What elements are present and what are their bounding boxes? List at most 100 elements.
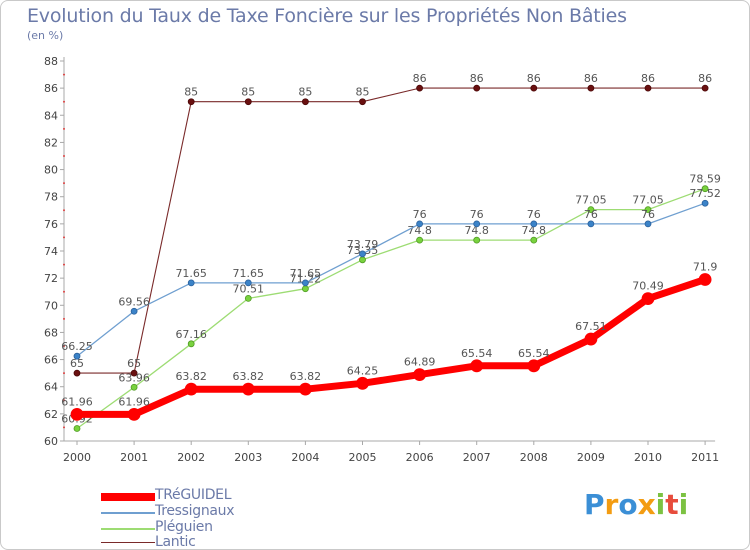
data-label: 63.82 xyxy=(290,370,322,383)
y-minor-tick xyxy=(63,263,65,266)
data-label: 64.89 xyxy=(404,356,436,369)
logo-letter: t xyxy=(665,488,679,521)
data-label: 64.25 xyxy=(347,364,379,377)
x-tick-label: 2002 xyxy=(177,451,205,464)
y-tick-label: 78 xyxy=(44,191,58,204)
data-label: 76 xyxy=(470,208,484,221)
x-tick-label: 2005 xyxy=(349,451,377,464)
x-tick-label: 2009 xyxy=(577,451,605,464)
x-tick-label: 2007 xyxy=(463,451,491,464)
data-point xyxy=(73,369,81,377)
data-label: 86 xyxy=(413,72,427,85)
y-minor-tick xyxy=(63,236,65,239)
series-treguidel: 61.96 61.96 63.82 63.82 63.82 64.25 64.89 65.54… xyxy=(61,261,717,421)
data-label: 63.82 xyxy=(233,370,265,383)
logo-letter: i xyxy=(655,488,666,521)
series-line-lantic xyxy=(76,87,706,374)
data-label: 73.79 xyxy=(347,238,379,251)
data-label: 85 xyxy=(298,86,312,99)
legend-label-tressignaux: Tressignaux xyxy=(155,503,235,519)
data-label: 65.54 xyxy=(461,347,493,360)
data-point xyxy=(301,285,309,293)
x-tick-label: 2001 xyxy=(120,451,148,464)
data-label: 74.8 xyxy=(522,224,547,237)
legend-swatch-tressignaux xyxy=(101,512,155,514)
y-axis-unit-label: (en %) xyxy=(27,29,64,42)
legend-label-pleguien: Pléguien xyxy=(155,519,213,535)
series-line-treguidel xyxy=(73,276,709,418)
logo-letter: x xyxy=(637,488,656,521)
data-label: 76 xyxy=(641,208,655,221)
data-label: 78.59 xyxy=(689,173,721,186)
data-label: 61.96 xyxy=(61,395,93,408)
data-point xyxy=(473,220,481,228)
data-point xyxy=(701,185,709,193)
y-minor-tick xyxy=(63,426,65,429)
data-point xyxy=(530,220,538,228)
data-label: 66.25 xyxy=(61,340,93,353)
data-point xyxy=(413,368,427,382)
data-point xyxy=(127,407,141,421)
data-label: 85 xyxy=(184,86,198,99)
x-tick-label: 2011 xyxy=(691,451,719,464)
y-tick-label: 68 xyxy=(44,326,58,339)
data-point xyxy=(359,250,366,258)
data-label: 65.54 xyxy=(518,347,550,360)
data-point xyxy=(701,84,709,92)
legend-swatch-pleguien xyxy=(101,528,155,530)
data-label: 77.05 xyxy=(575,194,607,207)
y-minor-tick xyxy=(63,182,65,185)
x-tick-label: 2010 xyxy=(634,451,662,464)
y-minor-tick xyxy=(63,155,65,157)
data-point xyxy=(298,382,312,396)
data-point xyxy=(187,279,195,287)
data-point xyxy=(644,220,652,228)
data-label: 73.35 xyxy=(347,244,379,257)
y-minor-tick xyxy=(63,399,65,402)
series-line-pleguien xyxy=(76,188,706,430)
y-tick-label: 60 xyxy=(44,435,58,448)
logo-letter: o xyxy=(618,488,638,521)
data-point xyxy=(130,383,138,391)
data-label: 85 xyxy=(356,86,370,99)
data-label: 76 xyxy=(413,208,427,221)
data-label: 65 xyxy=(127,357,141,370)
data-label: 86 xyxy=(584,72,598,85)
data-point xyxy=(587,220,595,228)
data-label: 63.96 xyxy=(118,371,150,384)
data-point xyxy=(356,376,369,390)
data-point xyxy=(244,279,252,287)
data-point xyxy=(641,292,655,306)
data-point xyxy=(187,340,195,348)
data-label: 63.82 xyxy=(175,370,207,383)
data-label: 86 xyxy=(641,72,655,85)
legend-label-treguidel: TRéGUIDEL xyxy=(155,487,232,503)
data-label: 86 xyxy=(470,72,484,85)
data-label: 67.51 xyxy=(575,320,607,333)
data-point xyxy=(530,236,538,244)
data-point xyxy=(698,273,712,286)
data-label: 65 xyxy=(70,357,84,370)
data-point xyxy=(701,199,709,207)
data-point xyxy=(184,382,198,396)
data-point xyxy=(244,294,252,302)
legend-swatch-lantic xyxy=(101,542,155,543)
y-minor-tick xyxy=(63,290,65,293)
y-tick-label: 62 xyxy=(44,408,58,421)
series-lantic: 65 65 85 85 85 85 86 86 86 86 86 86 xyxy=(70,72,712,377)
y-tick-label: 64 xyxy=(44,381,58,394)
y-tick-label: 80 xyxy=(44,164,58,177)
data-point xyxy=(359,98,366,106)
y-tick-label: 84 xyxy=(44,109,58,122)
data-label: 71.65 xyxy=(175,267,207,280)
data-point xyxy=(244,98,252,106)
data-label: 61.96 xyxy=(118,395,150,408)
data-point xyxy=(527,359,541,373)
proxiti-logo: Proxiti xyxy=(584,488,688,521)
data-label: 86 xyxy=(527,72,541,85)
data-point xyxy=(644,84,652,92)
data-point xyxy=(587,84,595,92)
x-tick-label: 2008 xyxy=(520,451,548,464)
data-label: 71.9 xyxy=(693,261,718,274)
